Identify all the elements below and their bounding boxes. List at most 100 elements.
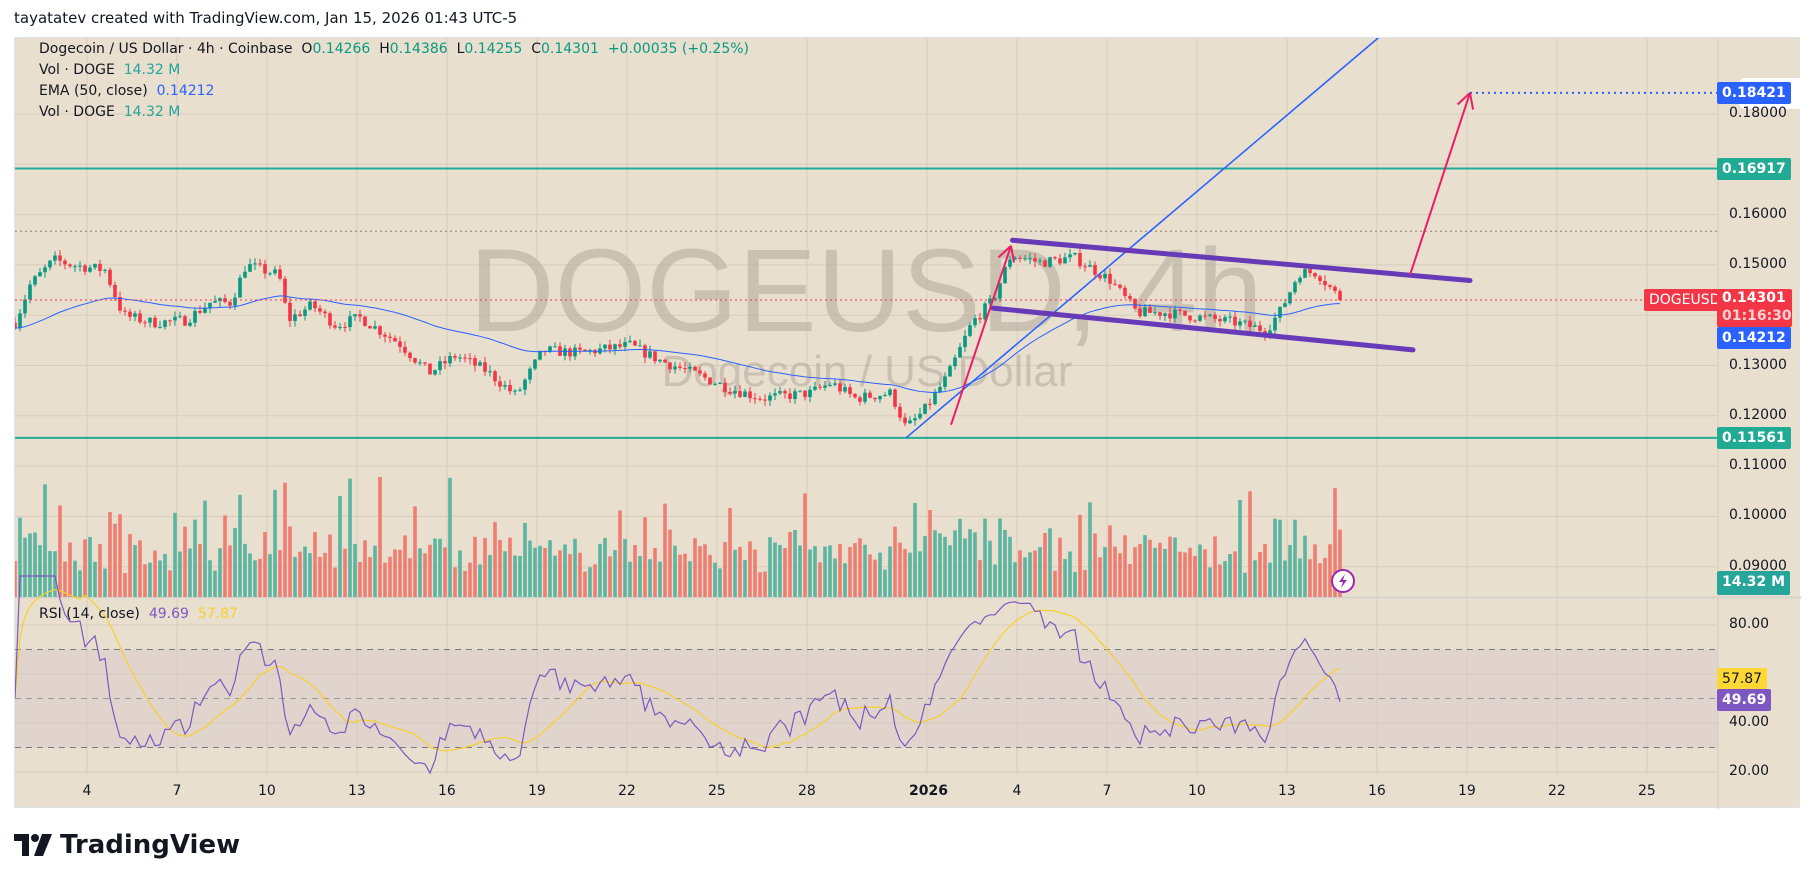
candle: [248, 258, 252, 272]
volume-bar: [1293, 519, 1297, 597]
volume-bar: [1083, 569, 1087, 597]
volume-bar: [33, 532, 37, 597]
candle: [343, 322, 347, 333]
rsi-axis-tick: 40.00: [1729, 714, 1770, 730]
time-axis-tick: 4: [1012, 783, 1022, 799]
volume-value: 14.32 M: [123, 104, 181, 120]
candle: [393, 335, 397, 342]
volume-bar: [208, 560, 212, 597]
candle: [538, 350, 542, 361]
volume-bar: [718, 568, 722, 597]
candle-body: [1273, 317, 1277, 331]
candle-body: [563, 348, 567, 356]
chart-container[interactable]: DOGEUSD, 4h Dogecoin / US Dollar Dogecoin…: [14, 37, 1811, 809]
candle-body: [1133, 298, 1137, 309]
lightning-icon[interactable]: [1331, 569, 1355, 593]
time-axis-tick: 16: [1368, 783, 1386, 799]
candle: [1173, 305, 1177, 323]
channel-lower-line: [990, 305, 1416, 353]
candle: [673, 361, 677, 374]
volume-bar: [1103, 547, 1107, 597]
volume-bar: [1078, 514, 1082, 597]
volume-bar: [738, 546, 742, 597]
volume-bar: [1068, 551, 1072, 597]
candle: [263, 259, 267, 279]
volume-bar: [1008, 536, 1012, 597]
price-axis-tick: 0.09000: [1729, 557, 1787, 574]
volume-bar: [793, 529, 797, 597]
volume-bar: [613, 550, 617, 597]
candle: [298, 310, 302, 317]
volume-bar: [1063, 559, 1067, 597]
volume-bar: [508, 537, 512, 597]
candle-body: [113, 284, 117, 297]
volume-legend-2[interactable]: Vol · DOGE 14.32 M: [39, 104, 180, 120]
candle: [1068, 248, 1072, 262]
candle: [808, 385, 812, 403]
volume-bar: [1238, 499, 1242, 597]
candle: [268, 271, 272, 276]
volume-bar: [933, 530, 937, 597]
volume-bar: [1013, 562, 1017, 597]
volume-bar: [818, 562, 822, 597]
volume-bar: [1038, 547, 1042, 597]
candle: [1243, 319, 1247, 325]
candle-body: [18, 313, 22, 329]
low-label: L: [456, 41, 465, 57]
volume-bar: [238, 494, 242, 597]
candle: [358, 309, 362, 323]
volume-bar: [593, 564, 597, 597]
volume-bar: [203, 500, 207, 597]
volume-bar: [483, 537, 487, 597]
rsi-legend[interactable]: RSI (14, close) 49.69 57.87: [39, 606, 238, 622]
candle: [613, 343, 617, 355]
candle-body: [648, 351, 652, 358]
candle: [168, 319, 172, 326]
volume-legend[interactable]: Vol · DOGE 14.32 M: [39, 62, 180, 78]
ema-legend[interactable]: EMA (50, close) 0.14212: [39, 83, 214, 99]
candle: [73, 264, 77, 272]
last-price: 0.14301: [1722, 290, 1786, 306]
volume-bar: [1278, 519, 1282, 597]
volume-bar: [828, 545, 832, 597]
candle-body: [198, 310, 202, 313]
candle-body: [893, 389, 897, 407]
candle-body: [1218, 319, 1222, 322]
candle-body: [1163, 313, 1167, 316]
candle-body: [1013, 257, 1017, 260]
volume-bar: [1263, 543, 1267, 597]
candle-body: [673, 366, 677, 370]
volume-bar: [163, 553, 167, 597]
volume-bar: [1153, 547, 1157, 597]
volume-bar: [978, 560, 982, 597]
volume-bar: [973, 532, 977, 597]
candle: [1123, 285, 1127, 299]
candle: [1273, 312, 1277, 336]
volume-bar: [378, 477, 382, 597]
candle: [223, 294, 227, 304]
volume-tag: 14.32 M: [1717, 571, 1791, 595]
candle: [723, 377, 727, 398]
volume-bar: [843, 563, 847, 597]
volume-bar: [363, 540, 367, 597]
tradingview-logo[interactable]: TradingView: [14, 830, 240, 860]
candle-body: [813, 386, 817, 390]
candle-body: [743, 391, 747, 397]
candle-body: [573, 347, 577, 357]
candle-body: [723, 382, 727, 392]
volume-bar: [43, 484, 47, 597]
volume-bar: [178, 551, 182, 597]
candle: [1163, 312, 1167, 321]
candle-body: [948, 366, 952, 377]
candle-body: [568, 348, 572, 357]
volume-bar: [1058, 537, 1062, 597]
volume-bar: [298, 551, 302, 597]
price-axis-tick: 0.11000: [1729, 457, 1787, 474]
candle: [788, 388, 792, 403]
volume-bar: [823, 546, 827, 597]
candle: [888, 387, 892, 397]
volume-bar: [1053, 570, 1057, 597]
volume-bar: [168, 570, 172, 597]
volume-bar: [758, 572, 762, 597]
